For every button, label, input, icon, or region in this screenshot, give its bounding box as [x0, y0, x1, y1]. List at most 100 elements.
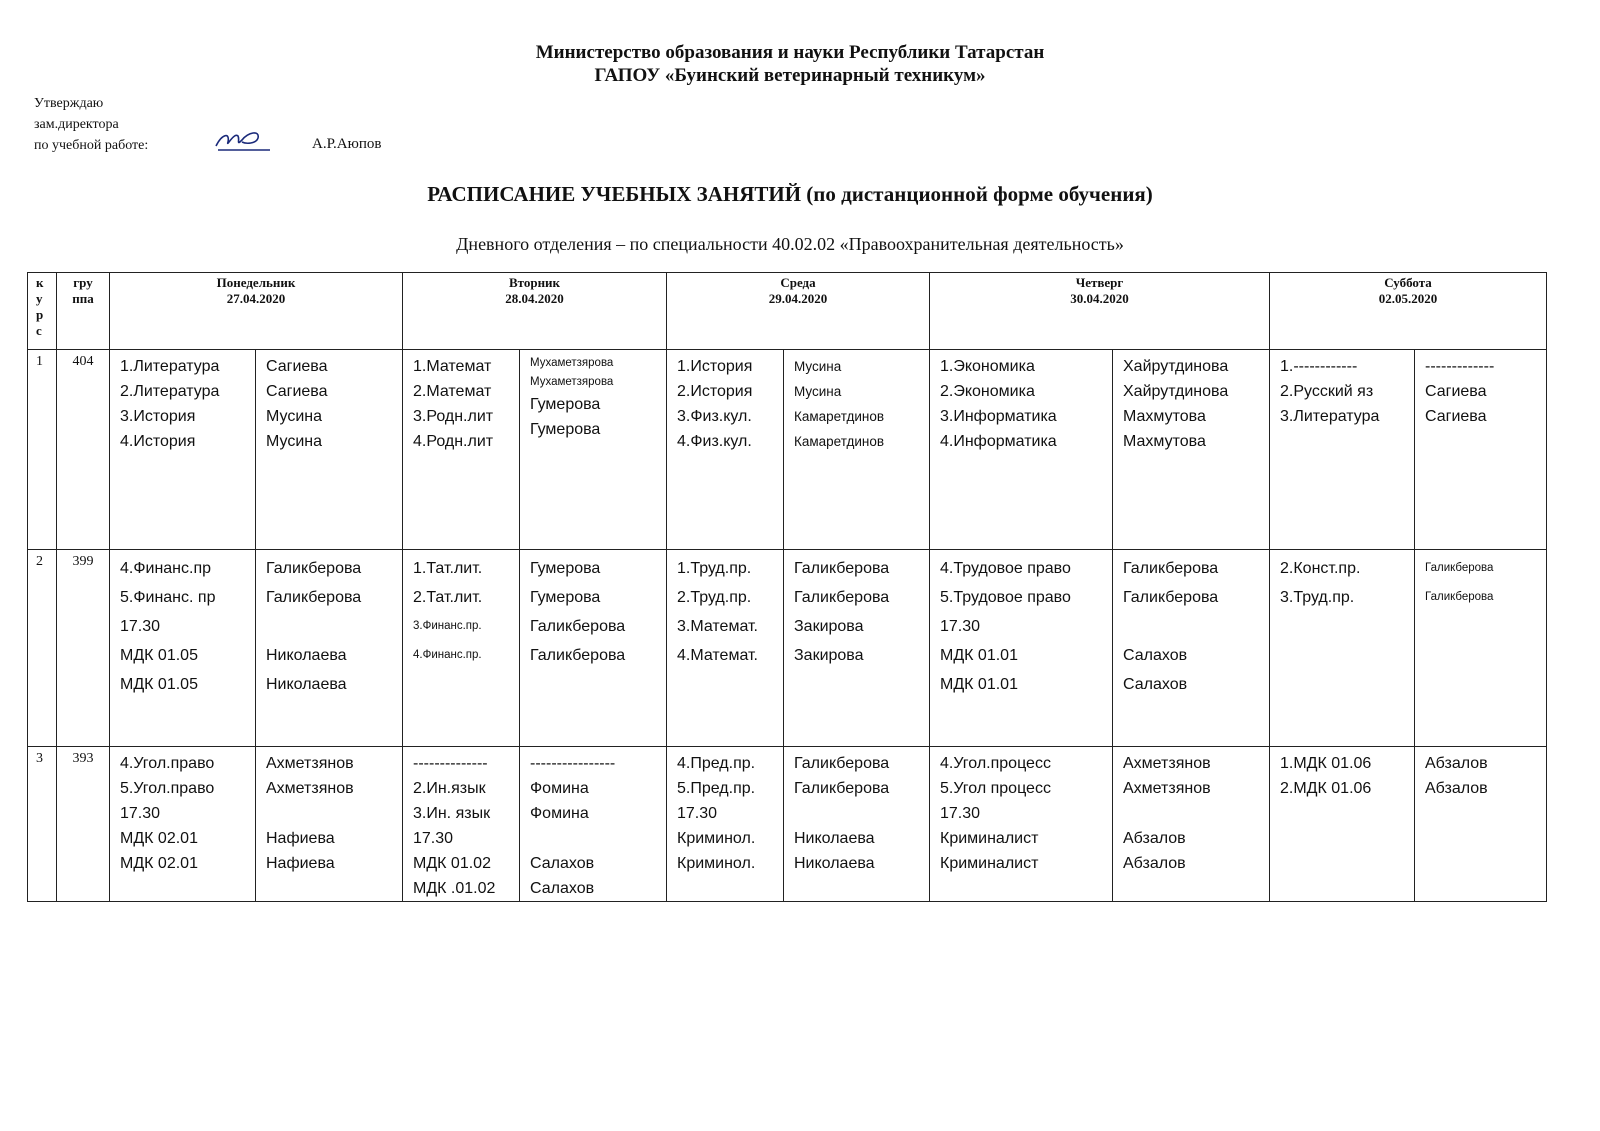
- teacher-line: Закирова: [794, 618, 864, 635]
- subject-line: 2.Экономика: [940, 383, 1035, 400]
- teacher-line: [1123, 612, 1269, 641]
- teacher-line: Салахов: [1123, 676, 1188, 693]
- subject-line: --------------: [413, 755, 488, 772]
- teacher-line: Абзалов: [1425, 755, 1488, 772]
- teacher-line: Гумерова: [530, 421, 601, 438]
- day-date: 27.04.2020: [226, 291, 286, 306]
- teacher-line: ----------------: [530, 755, 616, 772]
- teacher-line: Абзалов: [1123, 855, 1186, 872]
- subject-line: 4.Трудовое право: [940, 560, 1071, 577]
- kurs-cell: 1: [27, 349, 57, 550]
- teacher-line: -------------: [1425, 358, 1495, 375]
- subject-line: 4.История: [120, 433, 196, 450]
- teacher-line: Абзалов: [1123, 830, 1186, 847]
- teacher-line: [794, 801, 929, 826]
- teacher-line: Гумерова: [530, 589, 601, 606]
- teacher-line: Мухаметзярова: [530, 376, 614, 388]
- institution-heading: ГАПОУ «Буинский ветеринарный техникум»: [594, 65, 986, 86]
- subject-line: Криминол.: [677, 855, 756, 872]
- ministry-heading: Министерство образования и науки Республ…: [535, 42, 1045, 63]
- teacher-line: Галикберова: [1123, 560, 1219, 577]
- teacher-line: Ахметзянов: [1123, 780, 1211, 797]
- group-header: гру ппа: [56, 272, 110, 350]
- subject-line: 4.Родн.лит: [413, 433, 494, 450]
- teacher-line: Камаретдинов: [794, 409, 885, 424]
- subject-line: 5.Угол процесс: [940, 780, 1051, 797]
- kurs-cell: 3: [27, 746, 57, 902]
- subject-cell: 4.Угол.право 5.Угол.право 17.30 МДК 02.01 МД…: [109, 746, 256, 902]
- teacher-line: Ахметзянов: [266, 755, 354, 772]
- subject-cell: -------------- 2.Ин.язык 3.Ин. язык 17.30 МД…: [402, 746, 520, 902]
- teacher-line: Хайрутдинова: [1123, 383, 1229, 400]
- day-date: 02.05.2020: [1378, 291, 1438, 306]
- subject-cell: 1.Тат.лит. 2.Тат.лит. 3.Финанс.пр. 4.Финанс…: [402, 549, 520, 747]
- subject-line: 1.Тат.лит.: [413, 560, 483, 577]
- schedule-table: к у р с гру ппа Понедельник 27.04.2020 Вто…: [27, 272, 1547, 902]
- teacher-line: Нафиева: [266, 830, 335, 847]
- table-row: 2 399 4.Финанс.пр 5.Финанс. пр 17.30 МДК 01.0…: [27, 549, 1547, 747]
- subject-line: Криминалист: [940, 830, 1039, 847]
- subject-cell: 4.Финанс.пр 5.Финанс. пр 17.30 МДК 01.05 МДК…: [109, 549, 256, 747]
- subject-line: 1.МДК 01.06: [1280, 755, 1372, 772]
- group-cell: 399: [56, 549, 110, 747]
- teacher-line: Николаева: [266, 647, 347, 664]
- subject-line: Криминол.: [677, 830, 756, 847]
- teacher-cell: Галикберова Галикберова Закирова Закирова: [783, 549, 930, 747]
- subject-line: 2.История: [677, 383, 753, 400]
- teacher-line: Галикберова: [1123, 589, 1219, 606]
- teacher-line: Салахов: [1123, 647, 1188, 664]
- teacher-line: Галикберова: [530, 618, 626, 635]
- subject-line: 4.Математ.: [677, 647, 758, 664]
- subject-line: 1.Математ: [413, 358, 492, 375]
- subject-cell: 1.Литература 2.Литература 3.История 4.Истор…: [109, 349, 256, 550]
- teacher-line: Салахов: [530, 880, 595, 897]
- kurs-letter: у: [36, 291, 43, 306]
- subject-line: 5.Финанс. пр: [120, 589, 216, 606]
- day-name: Вторник: [508, 275, 561, 290]
- kurs-letter: к: [36, 275, 44, 290]
- subject-line: 2.Литература: [120, 383, 220, 400]
- kurs-letter: с: [36, 323, 42, 338]
- day-date: 28.04.2020: [505, 291, 564, 306]
- subject-line: 3.История: [120, 408, 196, 425]
- subject-line: 17.30: [120, 618, 161, 635]
- subject-line: 2.Ин.язык: [413, 780, 486, 797]
- subject-line: 2.Конст.пр.: [1280, 560, 1361, 577]
- teacher-cell: Галикберова Галикберова: [1414, 549, 1547, 747]
- teacher-cell: Сагиева Сагиева Мусина Мусина: [255, 349, 403, 550]
- teacher-cell: Мусина Мусина Камаретдинов Камаретдинов: [783, 349, 930, 550]
- teacher-line: Абзалов: [1425, 780, 1488, 797]
- subject-line: Криминалист: [940, 855, 1039, 872]
- kurs-letter: р: [36, 307, 44, 322]
- teacher-line: Николаева: [266, 676, 347, 693]
- table-row: 1 404 1.Литература 2.Литература 3.История 4.И…: [27, 349, 1547, 550]
- subject-line: МДК 02.01: [120, 830, 198, 847]
- teacher-cell: ---------------- Фомина Фомина Салахов Салах…: [519, 746, 667, 902]
- teacher-line: [266, 801, 402, 826]
- teacher-line: Мухаметзярова: [530, 357, 614, 369]
- group-cell: 393: [56, 746, 110, 902]
- subject-cell: 1.Труд.пр. 2.Труд.пр. 3.Математ. 4.Математ.: [666, 549, 784, 747]
- approval-block: Утверждаю зам.директора по учебной работ…: [34, 93, 148, 156]
- subject-line: МДК 01.05: [120, 676, 198, 693]
- signature-icon: [215, 132, 270, 151]
- subject-line: 4.Физ.кул.: [677, 433, 752, 450]
- subject-cell: 2.Конст.пр. 3.Труд.пр.: [1269, 549, 1415, 747]
- day-name: Четверг: [1075, 275, 1124, 290]
- teacher-cell: Мухаметзярова Мухаметзярова Гумерова Гумеро…: [519, 349, 667, 550]
- day-header: Понедельник 27.04.2020: [109, 272, 403, 350]
- teacher-line: Мусина: [266, 433, 322, 450]
- subject-line: МДК 01.02: [413, 855, 491, 872]
- teacher-line: Камаретдинов: [794, 434, 885, 449]
- subject-line: 3.Финанс.пр.: [413, 620, 482, 632]
- subject-line: 3.Ин. язык: [413, 805, 491, 822]
- teacher-line: Ахметзянов: [266, 780, 354, 797]
- subject-line: 17.30: [677, 805, 718, 822]
- subject-line: МДК .01.02: [413, 880, 496, 897]
- teacher-line: Николаева: [794, 830, 875, 847]
- teacher-line: Галикберова: [266, 589, 362, 606]
- subject-cell: 1.Математ 2.Математ 3.Родн.лит 4.Родн.лит: [402, 349, 520, 550]
- subject-line: 1.История: [677, 358, 753, 375]
- subject-line: 4.Угол.процесс: [940, 755, 1051, 772]
- subject-line: 4.Финанс.пр: [120, 560, 212, 577]
